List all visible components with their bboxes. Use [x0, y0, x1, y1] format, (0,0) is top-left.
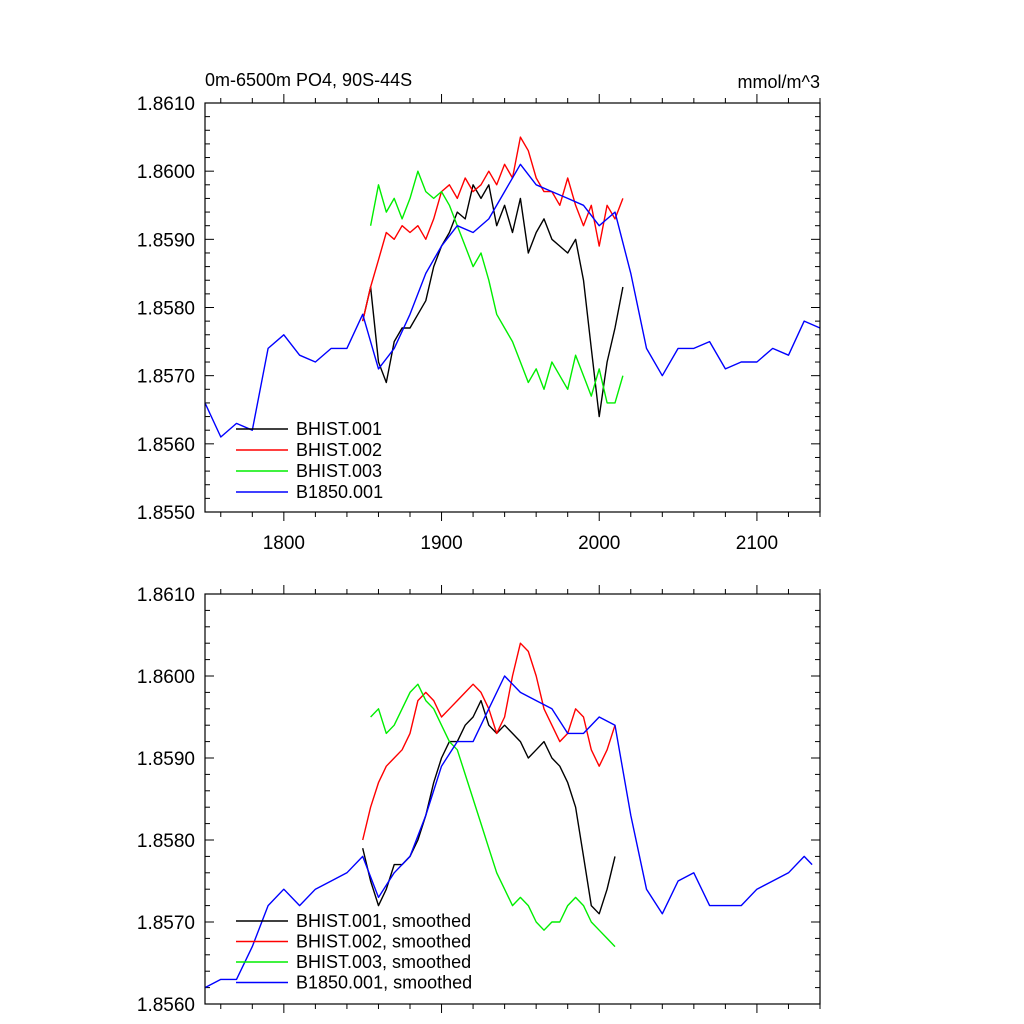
y-tick-label: 1.8590: [137, 749, 195, 770]
legend-label: BHIST.001, smoothed: [296, 911, 471, 931]
x-tick-label: 1800: [263, 533, 305, 554]
y-tick-label: 1.8570: [137, 913, 195, 934]
panel-smoothed-y-tick-labels: 1.8560 1.8570 1.8580 1.8590 1.8600 1.8610: [137, 585, 195, 1016]
panel-raw-series: [204, 136, 821, 438]
x-tick-label: 2000: [578, 533, 620, 554]
x-tick-label: 1900: [420, 533, 462, 554]
legend-label: BHIST.002, smoothed: [296, 932, 471, 952]
panel-raw: 0m-6500m PO4, 90S-44S mmol/m^3 1.85501.8…: [137, 70, 821, 554]
legend-label: BHIST.003, smoothed: [296, 952, 471, 972]
y-tick-label: 1.8580: [137, 831, 195, 852]
series-line-b1850-001: [204, 163, 821, 438]
legend-label: B1850.001, smoothed: [296, 973, 472, 993]
panel-smoothed-frame: [204, 593, 821, 1005]
legend-label: BHIST.001: [296, 419, 382, 439]
legend-label: BHIST.002: [296, 440, 382, 460]
y-tick-label: 1.8610: [137, 585, 195, 606]
series-line-bhist-001-smoothed: [362, 699, 616, 915]
y-tick-label: 1.8560: [137, 435, 195, 456]
y-tick-label: 1.8570: [137, 367, 195, 388]
series-line-bhist-001: [362, 184, 624, 418]
panel-raw-x-tick-labels: 1800 1900 2000 2100: [263, 533, 778, 554]
series-line-bhist-002: [362, 136, 624, 322]
series-line-bhist-002-smoothed: [362, 642, 616, 841]
y-tick-label: 1.8550: [137, 503, 195, 524]
y-tick-label: 1.8600: [137, 162, 195, 183]
panel-raw-y-tick-labels: 1.8550 1.8560 1.8570 1.8580 1.8590 1.8600 1.86…: [137, 94, 195, 524]
y-tick-label: 1.8610: [137, 94, 195, 115]
x-tick-label: 2100: [736, 533, 778, 554]
panel-raw-frame: [204, 102, 821, 513]
series-line-bhist-003: [369, 170, 624, 404]
panel-smoothed-series: [204, 642, 813, 989]
series-line-b1850-001-smoothed: [204, 675, 813, 989]
panel-smoothed: 1.8560 1.8570 1.8580 1.8590 1.8600 1.8610 BHI…: [137, 585, 821, 1016]
y-tick-label: 1.8560: [137, 995, 195, 1016]
chart-title: 0m-6500m PO4, 90S-44S: [205, 70, 412, 90]
units-label: mmol/m^3: [738, 72, 820, 92]
legend-label: B1850.001: [296, 482, 383, 502]
y-tick-label: 1.8600: [137, 667, 195, 688]
legend-label: BHIST.003: [296, 461, 382, 481]
series-line-bhist-003-smoothed: [370, 683, 616, 948]
y-tick-label: 1.8590: [137, 230, 195, 251]
y-tick-label: 1.8580: [137, 299, 195, 320]
